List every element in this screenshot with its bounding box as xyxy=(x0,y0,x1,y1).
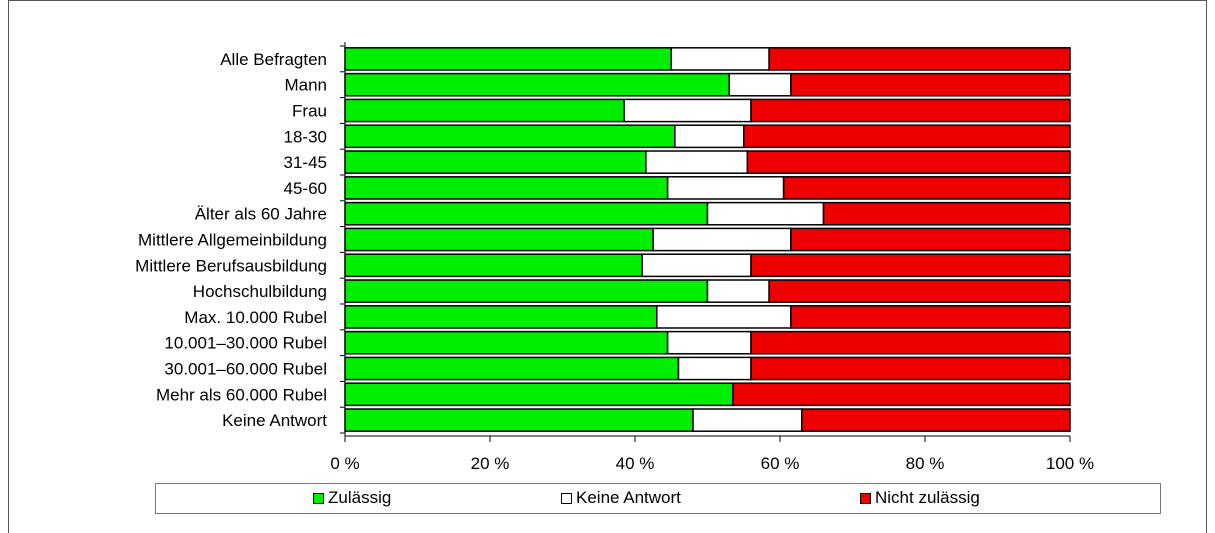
bar-segment-4-0 xyxy=(344,150,647,174)
bar-segment-3-2 xyxy=(743,124,1071,149)
bar-segment-8-2 xyxy=(750,253,1071,278)
bar-segment-13-0 xyxy=(344,382,734,407)
legend-label-zulaessig: Zulässig xyxy=(328,488,392,507)
bar-segment-5-2 xyxy=(782,176,1071,200)
chart-frame xyxy=(8,0,1207,533)
x-tick-label: 40 % xyxy=(616,454,655,473)
bar-segment-3-1 xyxy=(674,124,745,149)
bar-segment-13-2 xyxy=(732,382,1071,407)
category-label: Mann xyxy=(284,76,327,95)
legend-swatch-keine-antwort xyxy=(561,492,572,504)
category-label: 30.001–60.000 Rubel xyxy=(164,360,327,379)
legend-label-keine-antwort: Keine Antwort xyxy=(576,488,681,507)
category-label: Älter als 60 Jahre xyxy=(195,205,327,224)
category-label: Keine Antwort xyxy=(222,411,327,430)
bar-segment-10-1 xyxy=(656,305,792,329)
bar-segment-2-2 xyxy=(750,98,1071,123)
x-tick-label: 20 % xyxy=(471,454,510,473)
bar-segment-0-2 xyxy=(768,47,1071,71)
legend-item-zulaessig: Zulässig xyxy=(313,488,391,508)
category-label: Mehr als 60.000 Rubel xyxy=(156,385,327,404)
category-label: 10.001–30.000 Rubel xyxy=(164,334,327,353)
bar-segment-9-2 xyxy=(768,279,1071,303)
bar-segment-3-0 xyxy=(344,124,676,149)
category-label: Mittlere Berufsausbildung xyxy=(135,256,327,275)
category-label: Max. 10.000 Rubel xyxy=(184,308,327,327)
bar-segment-0-1 xyxy=(670,47,770,71)
bar-segment-9-0 xyxy=(344,279,709,303)
legend: Zulässig Keine Antwort Nicht zulässig xyxy=(155,483,1161,514)
bar-segment-7-2 xyxy=(790,227,1071,252)
bar-segment-10-0 xyxy=(344,305,658,329)
bar-segment-11-1 xyxy=(666,330,752,355)
legend-item-keine-antwort: Keine Antwort xyxy=(561,488,681,508)
bar-segment-10-2 xyxy=(790,305,1071,329)
bar-segment-6-2 xyxy=(822,201,1071,226)
category-label: 45-60 xyxy=(284,179,327,198)
bar-segment-12-0 xyxy=(344,356,680,381)
bar-segment-8-0 xyxy=(344,253,643,278)
category-label: 31-45 xyxy=(284,153,327,172)
legend-swatch-zulaessig xyxy=(313,492,324,504)
bar-segment-0-0 xyxy=(344,47,672,71)
bar-segment-1-0 xyxy=(344,72,730,97)
category-label: 18-30 xyxy=(284,127,327,146)
legend-swatch-nicht-zulaessig xyxy=(860,492,871,504)
bar-segment-14-0 xyxy=(344,408,694,432)
bar-segment-9-1 xyxy=(706,279,770,303)
x-tick-label: 60 % xyxy=(761,454,800,473)
category-label: Hochschulbildung xyxy=(193,282,327,301)
bar-segment-1-2 xyxy=(790,72,1071,97)
x-tick-label: 0 % xyxy=(330,454,359,473)
x-tick-label: 80 % xyxy=(906,454,945,473)
bar-segment-4-2 xyxy=(746,150,1071,174)
bar-segment-12-1 xyxy=(677,356,752,381)
bar-segment-1-1 xyxy=(728,72,792,97)
bar-segment-7-1 xyxy=(652,227,792,252)
bar-segment-11-2 xyxy=(750,330,1071,355)
legend-item-nicht-zulaessig: Nicht zulässig xyxy=(860,488,980,508)
bar-segment-5-1 xyxy=(666,176,785,200)
legend-label-nicht-zulaessig: Nicht zulässig xyxy=(875,488,980,507)
bar-segment-4-1 xyxy=(645,150,749,174)
bar-segment-14-2 xyxy=(801,408,1071,432)
bar-segment-7-0 xyxy=(344,227,654,252)
bar-segment-2-1 xyxy=(623,98,752,123)
category-label: Frau xyxy=(292,102,327,121)
bar-segment-5-0 xyxy=(344,176,669,200)
bar-segment-2-0 xyxy=(344,98,625,123)
bar-segment-6-0 xyxy=(344,201,709,226)
bar-segment-6-1 xyxy=(706,201,825,226)
category-label: Alle Befragten xyxy=(220,50,327,69)
bar-segment-12-2 xyxy=(750,356,1071,381)
category-label: Mittlere Allgemeinbildung xyxy=(138,231,327,250)
x-tick-label: 100 % xyxy=(1046,454,1094,473)
bar-segment-14-1 xyxy=(692,408,803,432)
bar-segment-11-0 xyxy=(344,330,669,355)
bar-segment-8-1 xyxy=(641,253,752,278)
